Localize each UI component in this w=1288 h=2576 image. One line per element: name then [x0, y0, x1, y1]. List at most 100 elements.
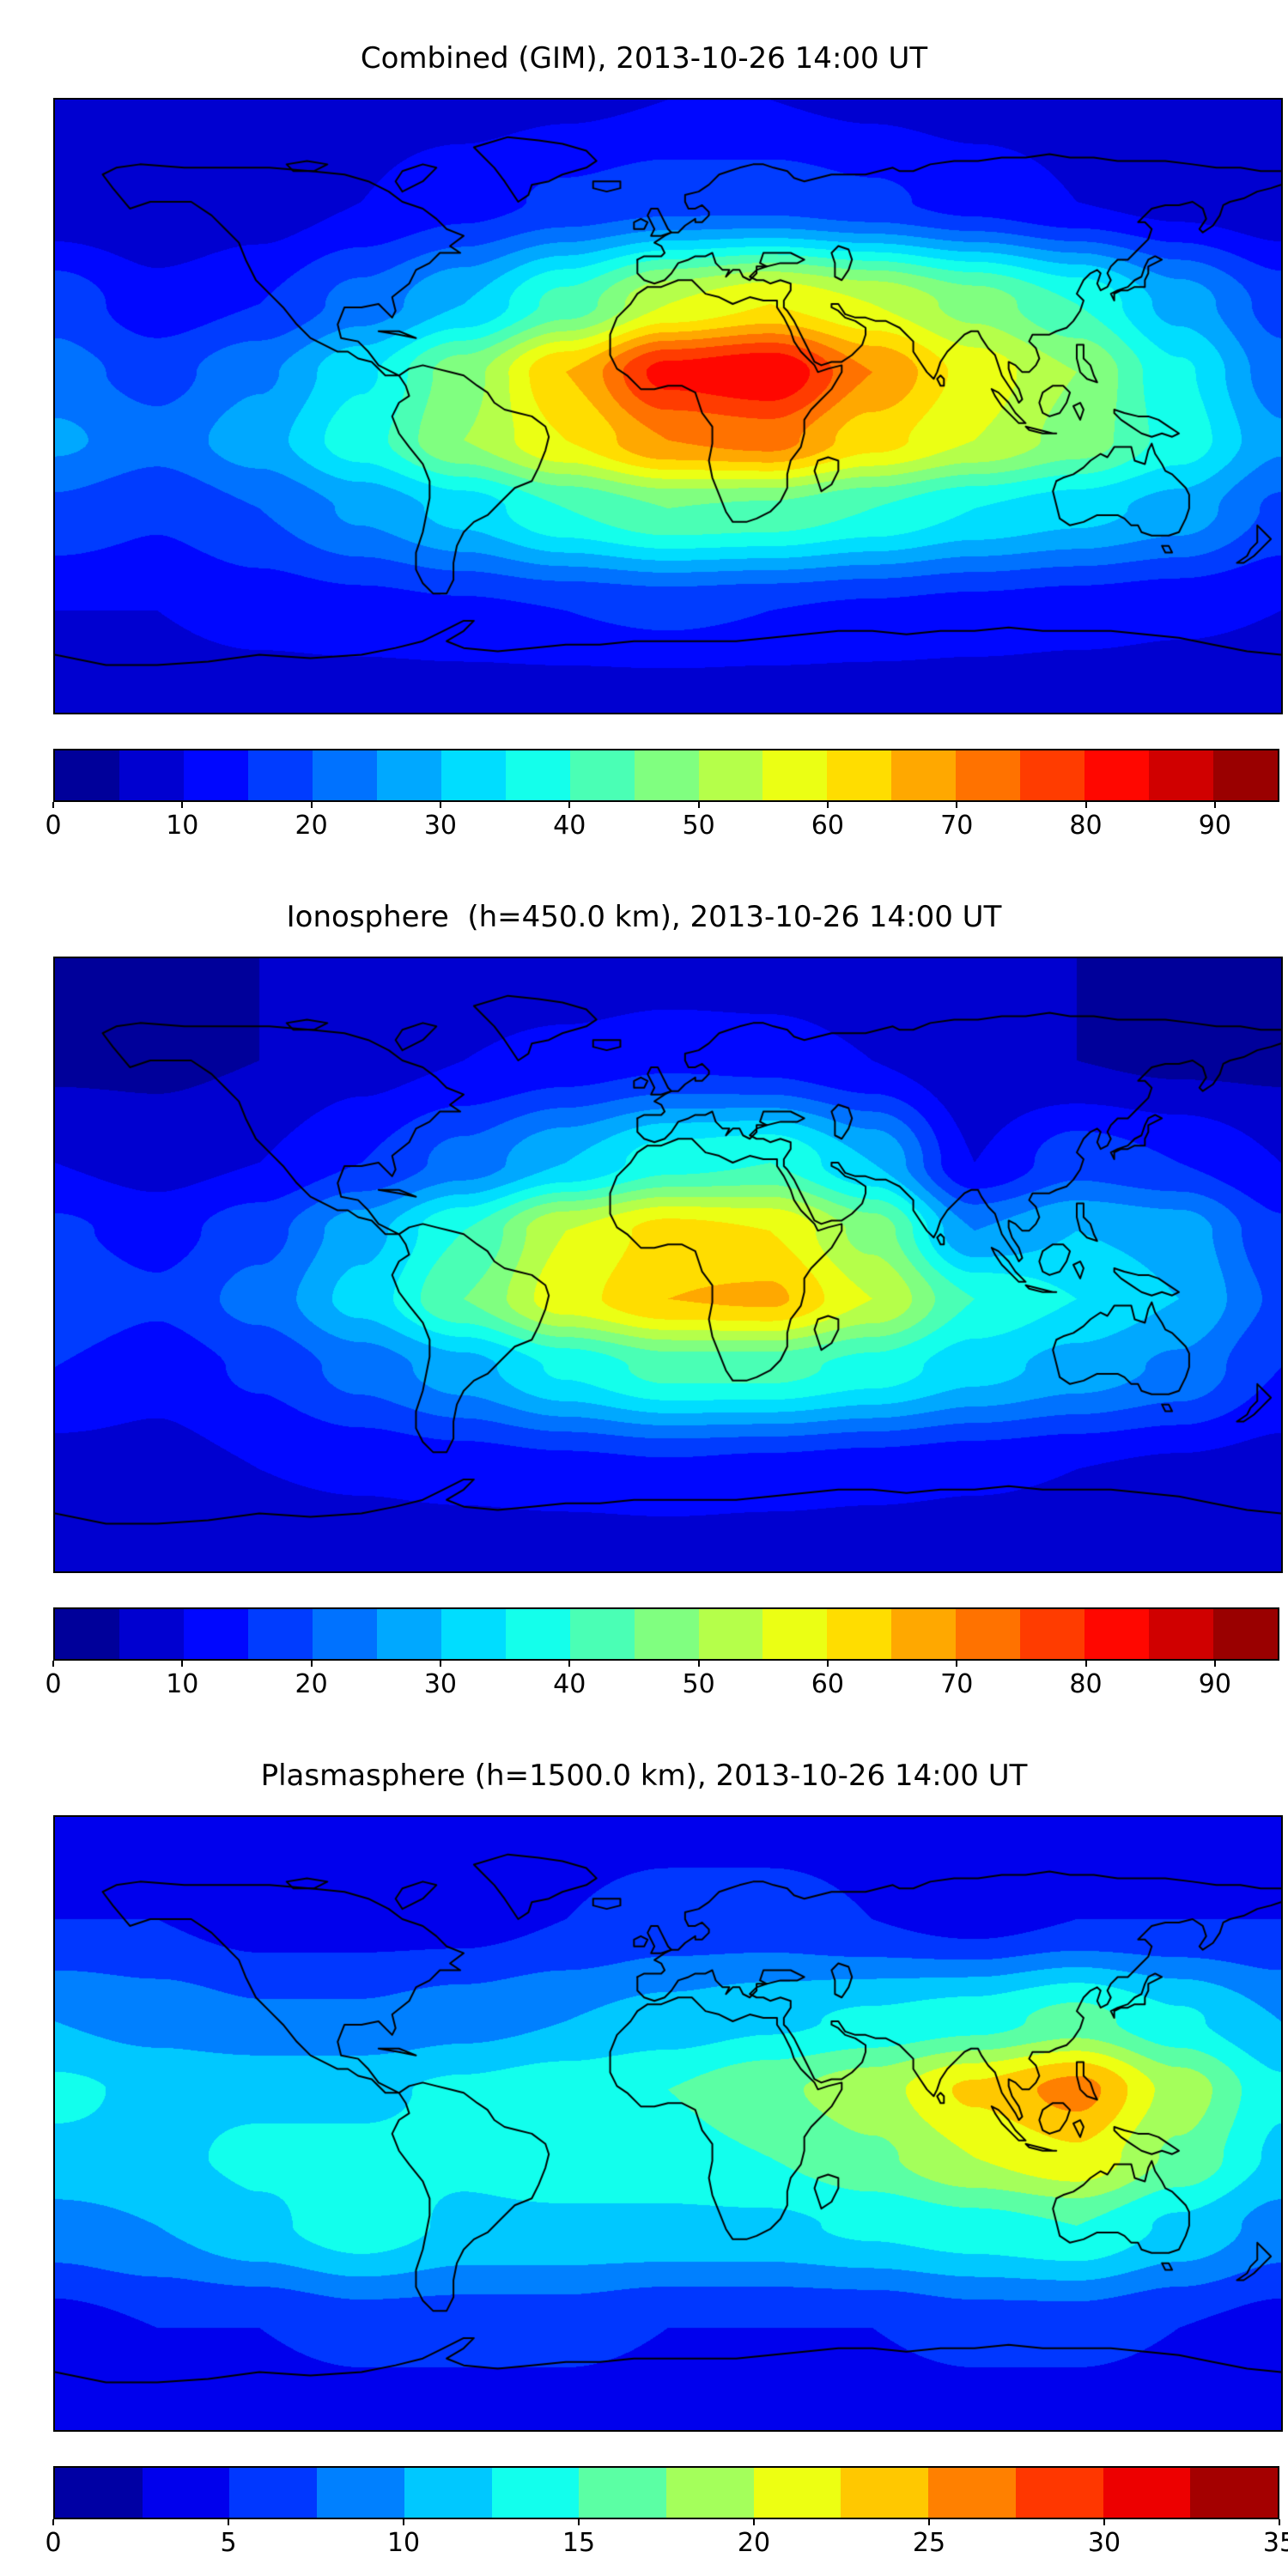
colorbar-segment: [762, 1609, 828, 1659]
colorbar-tick: [826, 802, 829, 808]
colorbar-segment: [569, 750, 635, 800]
colorbar-tick: [52, 1661, 54, 1667]
panel-title-ionosphere: Ionosphere (h=450.0 km), 2013-10-26 14:0…: [286, 900, 1002, 934]
colorbar-tick-label: 40: [553, 811, 586, 841]
colorbar-segment: [1213, 750, 1279, 800]
colorbar-segment: [312, 750, 377, 800]
colorbar-segment: [55, 750, 119, 800]
colorbar-tick: [310, 1661, 313, 1667]
colorbar-tick: [310, 802, 313, 808]
colorbar-tick-label: 40: [553, 1669, 586, 1699]
colorbar-segment: [579, 2468, 667, 2518]
colorbar-tick: [228, 2519, 229, 2525]
colorbar-tick-label: 30: [1087, 2528, 1121, 2558]
colorbar-segment: [956, 1609, 1021, 1659]
colorbar-segment: [698, 1609, 763, 1659]
colorbar-tick-label: 70: [940, 811, 974, 841]
colorbar-tick: [1103, 2519, 1105, 2525]
colorbar-tick: [753, 2519, 755, 2525]
colorbar-scale-combined: 0 10 20 30 40 50 60 70 80 90: [45, 802, 1279, 847]
colorbar-scale-ionosphere: 0 10 20 30 40 50 60 70 80 90: [45, 1661, 1279, 1705]
colorbar-segment: [491, 2468, 580, 2518]
colorbar-tick: [578, 2519, 580, 2525]
colorbar-segment: [1020, 1609, 1085, 1659]
colorbar-segment: [1103, 2468, 1191, 2518]
colorbar-segment: [841, 2468, 929, 2518]
colorbar-segment: [376, 750, 441, 800]
colorbar-tick: [568, 1661, 571, 1667]
colorbar-segment: [247, 1609, 313, 1659]
colorbar-tick: [1084, 802, 1087, 808]
colorbar-tick-label: 10: [386, 2528, 421, 2558]
colorbar-tick-label: 20: [295, 1669, 328, 1699]
colorbar-segment: [118, 1609, 184, 1659]
colorbar-segment: [666, 2468, 754, 2518]
colorbar-tick: [1213, 1661, 1216, 1667]
colorbar-tick-label: 80: [1069, 1669, 1103, 1699]
colorbar-segment: [762, 750, 828, 800]
panel-combined-gim: Combined (GIM), 2013-10-26 14:00 UT 0 10 2…: [0, 0, 1288, 859]
colorbar-tick: [181, 802, 184, 808]
colorbar-tick: [826, 1661, 829, 1667]
colorbar-segment: [956, 750, 1021, 800]
colorbar-segment: [247, 750, 313, 800]
colorbar-tick: [403, 2519, 404, 2525]
colorbar-segment: [55, 2468, 143, 2518]
colorbar-segment: [891, 750, 957, 800]
colorbar-segment: [1015, 2468, 1103, 2518]
colorbar-segment: [1020, 750, 1085, 800]
colorbar-tick: [956, 802, 958, 808]
map-frame-ionosphere: [53, 957, 1283, 1573]
colorbar-tick-label: 35: [1262, 2528, 1288, 2558]
colorbar-tick: [697, 802, 700, 808]
colorbar-segment: [404, 2468, 492, 2518]
colorbar-segment: [1213, 1609, 1279, 1659]
colorbar-tick: [1279, 2519, 1280, 2525]
colorbar-segment: [1190, 2468, 1279, 2518]
colorbar-tick-label: 0: [45, 811, 62, 841]
colorbar-segment: [312, 1609, 377, 1659]
colorbar-tick: [439, 1661, 441, 1667]
panel-title-combined: Combined (GIM), 2013-10-26 14:00 UT: [360, 41, 928, 76]
colorbar-tick-label: 50: [682, 811, 715, 841]
colorbar-segment: [1149, 1609, 1214, 1659]
colorbar-segment: [634, 1609, 699, 1659]
colorbar-tick: [1084, 1661, 1087, 1667]
panel-plasmasphere: Plasmasphere (h=1500.0 km), 2013-10-26 1…: [0, 1717, 1288, 2576]
colorbar-segment: [376, 1609, 441, 1659]
colorbar-segment: [55, 1609, 119, 1659]
colorbar-combined: [53, 749, 1279, 802]
colorbar-segment: [317, 2468, 404, 2518]
colorbar-tick-label: 30: [423, 811, 458, 841]
colorbar-segment: [753, 2468, 841, 2518]
colorbar-segment: [827, 1609, 892, 1659]
colorbar-tick-label: 15: [562, 2528, 596, 2558]
colorbar-segment: [440, 750, 506, 800]
colorbar-segment: [142, 2468, 230, 2518]
colorbar-segment: [1149, 750, 1214, 800]
colorbar-tick-label: 30: [423, 1669, 458, 1699]
colorbar-tick-label: 60: [811, 1669, 844, 1699]
map-frame-combined: [53, 98, 1283, 714]
colorbar-segment: [183, 1609, 248, 1659]
colorbar-tick-label: 0: [45, 1669, 62, 1699]
colorbar-tick: [52, 2519, 54, 2525]
colorbar-tick: [928, 2519, 930, 2525]
colorbar-segment: [698, 750, 763, 800]
colorbar-segment: [569, 1609, 635, 1659]
panel-ionosphere: Ionosphere (h=450.0 km), 2013-10-26 14:0…: [0, 859, 1288, 1717]
colorbar-tick-label: 80: [1069, 811, 1103, 841]
colorbar-segment: [440, 1609, 506, 1659]
colorbar-segment: [634, 750, 699, 800]
colorbar-tick-label: 25: [912, 2528, 946, 2558]
colorbar-segment: [1084, 1609, 1150, 1659]
colorbar-tick: [181, 1661, 184, 1667]
colorbar-ionosphere: [53, 1607, 1279, 1661]
world-map-canvas-ionosphere: [55, 958, 1281, 1571]
colorbar-tick: [439, 802, 441, 808]
colorbar-tick-label: 10: [166, 1669, 199, 1699]
colorbar-plasmasphere: [53, 2466, 1279, 2519]
colorbar-segment: [928, 2468, 1016, 2518]
colorbar-tick-label: 5: [220, 2528, 237, 2558]
